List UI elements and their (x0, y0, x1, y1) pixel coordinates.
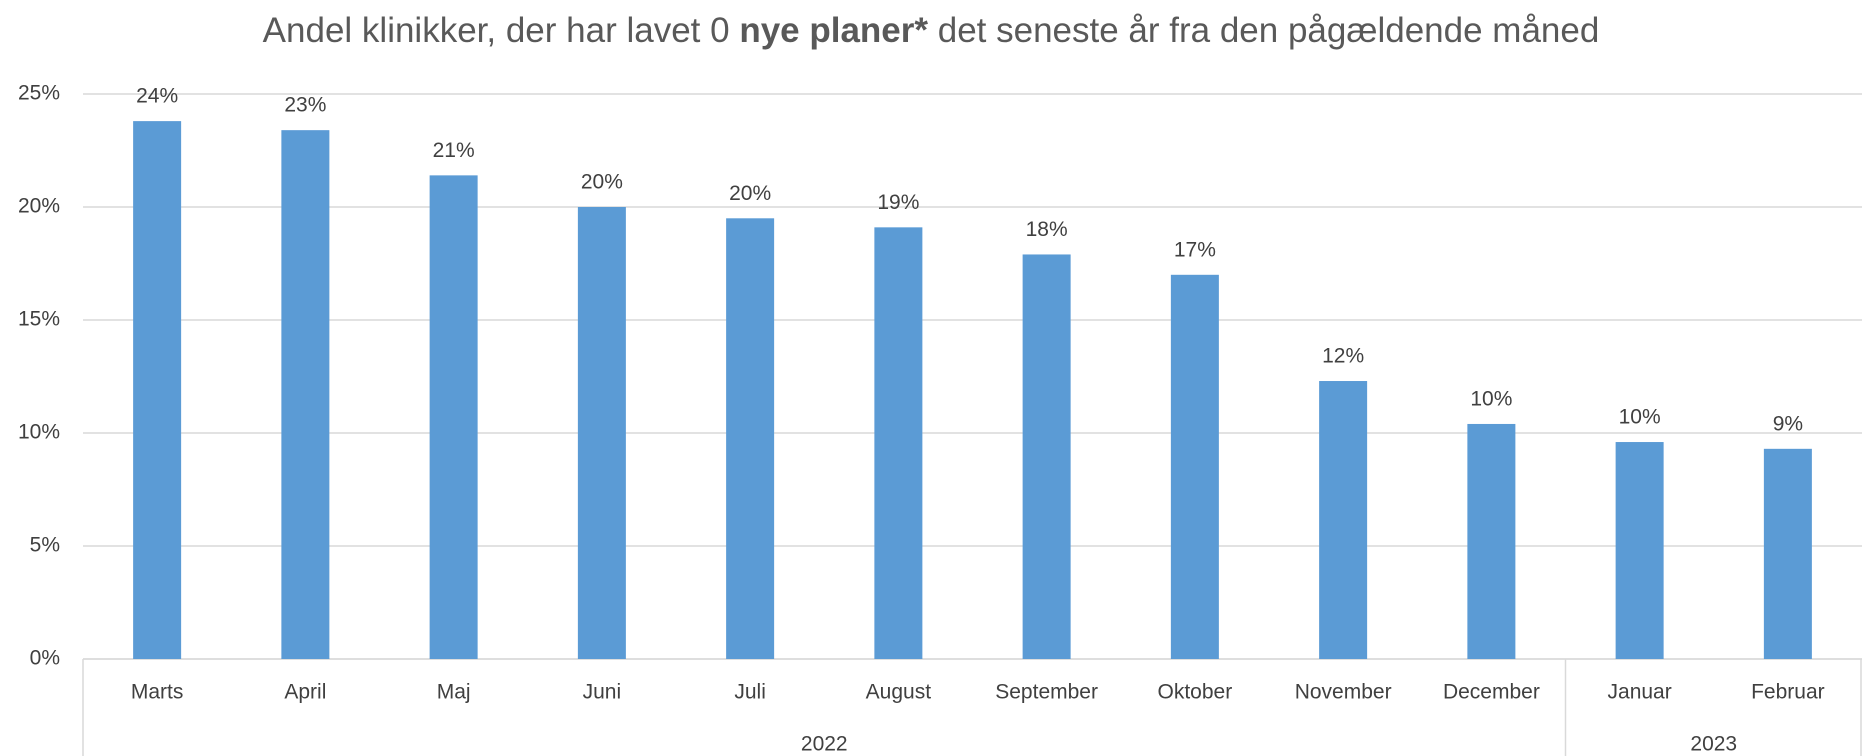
data-label: 9% (1773, 412, 1803, 435)
x-tick-label: August (866, 681, 932, 704)
bar (1763, 448, 1812, 659)
chart-title: Andel klinikker, der har lavet 0 nye pla… (263, 11, 1600, 50)
bar (1467, 423, 1516, 659)
title-part: Andel klinikker, der har lavet 0 (263, 11, 740, 50)
x-tick-label: November (1295, 681, 1392, 704)
y-tick-label: 15% (18, 308, 60, 331)
data-label: 19% (877, 191, 919, 214)
bar (1319, 381, 1368, 659)
y-tick-label: 5% (30, 534, 60, 557)
data-label: 20% (581, 171, 623, 194)
data-label: 18% (1026, 218, 1068, 241)
data-label: 10% (1470, 388, 1512, 411)
bar (874, 227, 923, 659)
y-tick-label: 0% (30, 647, 60, 670)
y-tick-label: 20% (18, 195, 60, 218)
data-label: 17% (1174, 238, 1216, 261)
x-tick-label: April (284, 681, 326, 704)
data-label: 10% (1619, 406, 1661, 429)
x-tick-label: Maj (437, 681, 471, 704)
data-label: 20% (729, 182, 771, 205)
bar (726, 218, 775, 660)
bar (429, 175, 478, 660)
data-label: 21% (433, 139, 475, 162)
bar (1170, 274, 1219, 659)
y-tick-label: 10% (18, 421, 60, 444)
x-tick-label: Januar (1608, 681, 1672, 704)
group-label: 2022 (801, 733, 848, 756)
x-tick-label: Juni (583, 681, 622, 704)
group-label: 2023 (1690, 733, 1737, 756)
data-label: 12% (1322, 345, 1364, 368)
bar (1615, 442, 1664, 659)
bar (133, 121, 182, 660)
data-label: 24% (136, 85, 178, 108)
y-tick-label: 25% (18, 82, 60, 105)
bar (1022, 254, 1071, 659)
x-tick-label: Marts (131, 681, 184, 704)
bar (281, 130, 330, 659)
bar (577, 207, 626, 659)
x-tick-label: December (1443, 681, 1540, 704)
x-tick-label: Oktober (1158, 681, 1233, 704)
x-tick-label: Juli (734, 681, 766, 704)
title-part: det seneste år fra den pågældende måned (928, 11, 1599, 50)
title-part: nye planer* (739, 11, 928, 50)
x-tick-label: September (995, 681, 1098, 704)
x-tick-label: Februar (1751, 681, 1825, 704)
data-label: 23% (284, 94, 326, 117)
